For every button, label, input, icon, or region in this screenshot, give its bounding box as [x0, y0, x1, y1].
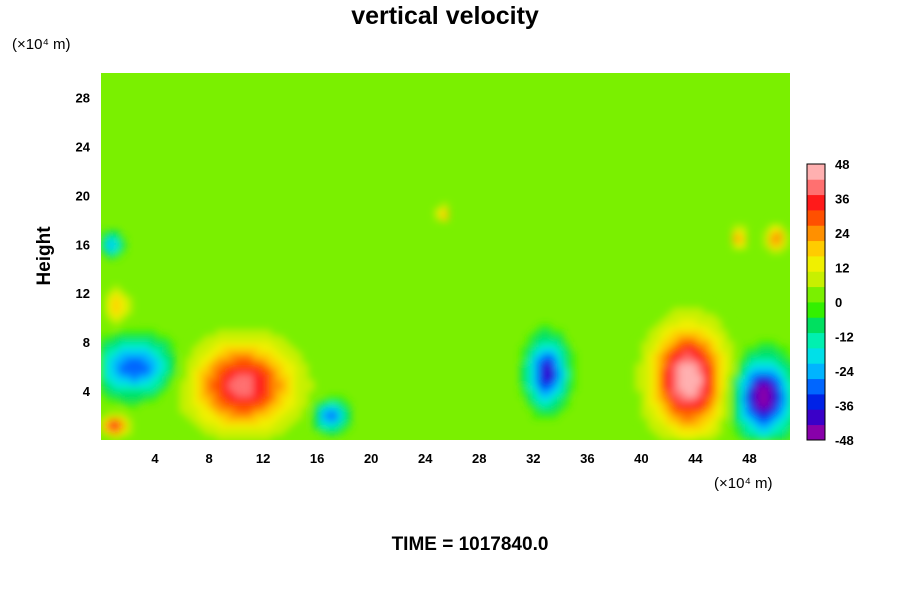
colorbar-tick-label: -48 [835, 433, 854, 448]
colorbar-swatch [807, 317, 825, 334]
x-tick-label: 44 [688, 451, 703, 466]
colorbar-tick-label: 48 [835, 157, 849, 172]
colorbar-swatch [807, 225, 825, 242]
colorbar-tick-label: -36 [835, 399, 854, 414]
colorbar-swatch [807, 348, 825, 364]
x-tick-label: 4 [151, 451, 159, 466]
field-cells [101, 203, 790, 440]
colorbar-swatch [807, 363, 825, 380]
colorbar [806, 163, 826, 441]
colorbar-tick-label: -24 [835, 364, 855, 379]
x-tick-label: 24 [418, 451, 433, 466]
colorbar-swatch [807, 424, 825, 441]
colorbar-tick-label: 0 [835, 295, 842, 310]
x-tick-label: 40 [634, 451, 648, 466]
colorbar-swatch [807, 164, 825, 180]
x-tick-label: 32 [526, 451, 540, 466]
colorbar-tick-label: 12 [835, 261, 849, 276]
colorbar-swatch [807, 302, 825, 318]
y-tick-label: 12 [76, 286, 90, 301]
colorbar-tick-label: -12 [835, 330, 854, 345]
y-tick-label: 4 [83, 384, 91, 399]
x-tick-label: 48 [742, 451, 756, 466]
colorbar-swatch [807, 271, 825, 288]
colorbar-swatch [807, 256, 825, 272]
heatmap-field [101, 73, 790, 440]
colorbar-swatch [807, 409, 825, 426]
y-tick-label: 24 [76, 139, 91, 154]
colorbar-tick-label: 36 [835, 192, 849, 207]
x-tick-label: 28 [472, 451, 486, 466]
colorbar-swatch [807, 240, 825, 257]
x-tick-label: 16 [310, 451, 324, 466]
y-tick-label: 16 [76, 237, 90, 252]
x-tick-label: 20 [364, 451, 378, 466]
time-label: TIME = 1017840.0 [392, 534, 549, 555]
colorbar-swatch [807, 332, 825, 349]
x-unit-label: (×10⁴ m) [714, 475, 773, 492]
x-tick-labels: 4 8 12 16 20 24 28 32 36 40 44 48 [151, 451, 756, 466]
y-tick-labels: 4 8 12 16 20 24 28 [76, 90, 91, 399]
x-tick-label: 36 [580, 451, 594, 466]
y-tick-label: 20 [76, 188, 90, 203]
colorbar-swatch [807, 179, 825, 196]
y-tick-label: 28 [76, 90, 90, 105]
colorbar-tick-label: 24 [835, 226, 850, 241]
colorbar-frame [806, 163, 826, 441]
x-tick-label: 8 [205, 451, 212, 466]
colorbar-swatch [807, 394, 825, 410]
y-unit-label: (×10⁴ m) [12, 36, 71, 53]
colorbar-swatch [807, 286, 825, 303]
colorbar-tick-labels: 48 36 24 12 0 -12 -24 -36 -48 [835, 157, 855, 448]
y-tick-label: 8 [83, 335, 90, 350]
colorbar-swatch [807, 378, 825, 395]
chart-title: vertical velocity [351, 2, 539, 30]
y-axis-label: Height [34, 226, 55, 286]
x-tick-label: 12 [256, 451, 270, 466]
colorbar-swatch [807, 210, 825, 226]
colorbar-swatch [807, 194, 825, 211]
